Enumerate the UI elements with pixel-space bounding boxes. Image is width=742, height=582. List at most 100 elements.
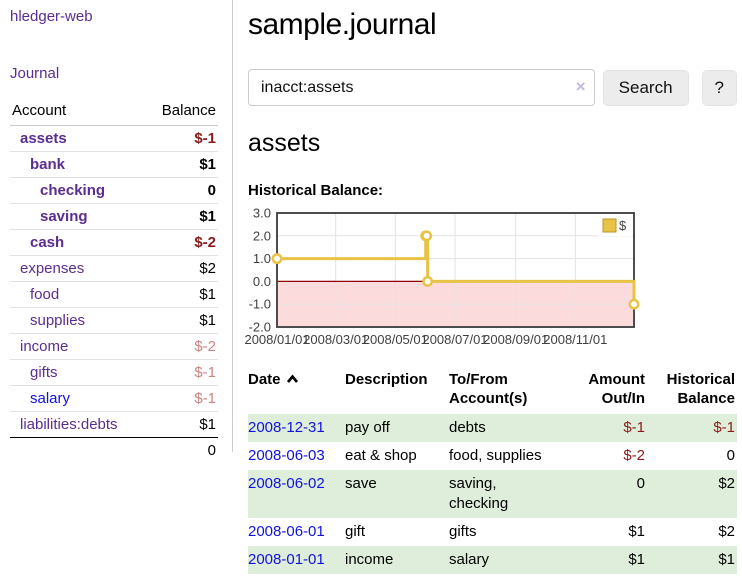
clear-search-icon[interactable]: ×	[575, 77, 586, 96]
transaction-amount: $-2	[623, 447, 645, 464]
account-row: liabilities:debts $1	[10, 412, 218, 438]
transaction-amount: $1	[628, 523, 645, 540]
legend-swatch	[602, 218, 617, 233]
transaction-date-link[interactable]: 2008-06-01	[248, 523, 325, 540]
page-title: sample.journal	[248, 8, 437, 41]
transaction-date-link[interactable]: 2008-06-02	[248, 475, 325, 492]
sort-ascending-icon	[286, 374, 298, 383]
register-header-description: Description	[345, 371, 428, 388]
accounts-header-balance: Balance	[144, 98, 218, 126]
account-row: saving $1	[10, 203, 218, 230]
account-balance: $1	[144, 307, 218, 334]
transaction-row: 2008-12-31 pay off debts $-1 $-1	[248, 414, 737, 442]
sidebar-item-journal[interactable]: Journal	[10, 65, 60, 82]
account-link[interactable]: liabilities:debts	[20, 416, 118, 433]
account-link[interactable]: assets	[20, 130, 67, 147]
balance-chart: 3.0 2.0 1.0 0.0 -1.0 -2.02008/01/012008/03/01…	[244, 206, 640, 347]
transaction-description: gift	[345, 523, 366, 540]
y-tick-label: 2.0	[253, 228, 271, 243]
chart-title: Historical Balance:	[248, 182, 384, 199]
main-content: sample.journal × Search ? assets Histori…	[244, 0, 742, 574]
x-tick-label: 2008/01/01	[244, 332, 309, 347]
account-link[interactable]: food	[30, 286, 60, 303]
account-link[interactable]: expenses	[20, 260, 85, 277]
register-table: Date Description To/From Account(s) Amou…	[248, 368, 737, 574]
accounts-header-account: Account	[10, 98, 145, 126]
transaction-balance: $2	[718, 475, 735, 492]
accounts-table: Account Balance assets $-1 bank $1 checking 0…	[10, 98, 218, 463]
legend-label: $	[619, 218, 627, 233]
y-tick-label: 0.0	[253, 274, 271, 289]
data-point-marker	[421, 230, 433, 242]
transaction-amount: $-1	[623, 419, 645, 436]
data-point-marker	[628, 298, 640, 310]
y-tick-label: -2.0	[249, 320, 271, 335]
accounts-total-value: 0	[10, 437, 218, 463]
transaction-accounts: saving, checking	[449, 475, 509, 512]
transaction-balance: $2	[718, 523, 735, 540]
transaction-accounts: debts	[449, 419, 486, 436]
account-link[interactable]: gifts	[30, 364, 58, 381]
account-row: assets $-1	[10, 125, 218, 152]
register-header-amount: Amount Out/In	[588, 371, 645, 407]
search-form: × Search ?	[248, 69, 737, 106]
account-balance: $2	[144, 255, 218, 282]
transaction-date-link[interactable]: 2008-06-03	[248, 447, 325, 464]
account-row: gifts $-1	[10, 359, 218, 386]
account-link[interactable]: salary	[30, 390, 71, 407]
plot-border	[276, 212, 635, 328]
register-header-accounts: To/From Account(s)	[449, 371, 528, 407]
x-tick-label: 2008/03/01	[303, 332, 368, 347]
register-table-body: 2008-12-31 pay off debts $-1 $-1 2008-06-03 ea…	[248, 414, 737, 574]
account-row: expenses $2	[10, 255, 218, 282]
sidebar: hledger-web Journal Account Balance asse…	[0, 0, 233, 463]
transaction-accounts: gifts	[449, 523, 477, 540]
brand-link[interactable]: hledger-web	[10, 8, 93, 25]
register-header-row: Date Description To/From Account(s) Amou…	[248, 368, 737, 414]
transaction-balance: $1	[718, 551, 735, 568]
help-button[interactable]: ?	[701, 69, 737, 106]
account-row: bank $1	[10, 151, 218, 178]
account-balance: $-2	[144, 333, 218, 360]
accounts-table-body: assets $-1 bank $1 checking 0 saving $1 cash $-2 e…	[10, 125, 218, 438]
transaction-row: 2008-06-01 gift gifts $1 $2	[248, 518, 737, 546]
search-input[interactable]	[248, 69, 595, 106]
x-tick-label: 2008/05/01	[363, 332, 428, 347]
account-link[interactable]: saving	[40, 208, 88, 225]
account-balance: $-2	[144, 229, 218, 256]
y-tick-label: -1.0	[249, 297, 271, 312]
x-tick-label: 2008/07/01	[422, 332, 487, 347]
account-link[interactable]: cash	[30, 234, 65, 251]
search-input-wrap: ×	[248, 69, 595, 106]
account-balance: $-1	[144, 385, 218, 412]
account-link[interactable]: bank	[30, 156, 66, 173]
search-button[interactable]: Search	[602, 69, 689, 106]
transaction-accounts: salary	[449, 551, 490, 568]
transaction-description: income	[345, 551, 394, 568]
transaction-date-link[interactable]: 2008-12-31	[248, 419, 325, 436]
data-point-marker	[422, 275, 434, 287]
transaction-row: 2008-01-01 income salary $1 $1	[248, 546, 737, 574]
transaction-balance: 0	[726, 447, 735, 464]
account-row: salary $-1	[10, 385, 218, 412]
transaction-amount: $1	[628, 551, 645, 568]
register-header-date[interactable]: Date	[248, 368, 345, 414]
transaction-date-link[interactable]: 2008-01-01	[248, 551, 325, 568]
transaction-row: 2008-06-02 save saving, checking 0 $2	[248, 470, 737, 518]
account-link[interactable]: income	[20, 338, 69, 355]
account-balance: $-1	[144, 359, 218, 386]
x-tick-label: 2008/09/01	[483, 332, 548, 347]
account-row: food $1	[10, 281, 218, 308]
account-balance: $1	[144, 281, 218, 308]
accounts-header-row: Account Balance	[10, 98, 218, 126]
account-row: cash $-2	[10, 229, 218, 256]
account-balance: $-1	[144, 125, 218, 152]
account-link[interactable]: supplies	[30, 312, 86, 329]
x-tick-label: 2008/11/01	[543, 332, 607, 347]
transaction-description: save	[345, 475, 377, 492]
account-link[interactable]: checking	[40, 182, 106, 199]
account-row: income $-2	[10, 333, 218, 360]
account-balance: $1	[144, 151, 218, 178]
transaction-description: pay off	[345, 419, 390, 436]
account-row: supplies $1	[10, 307, 218, 334]
